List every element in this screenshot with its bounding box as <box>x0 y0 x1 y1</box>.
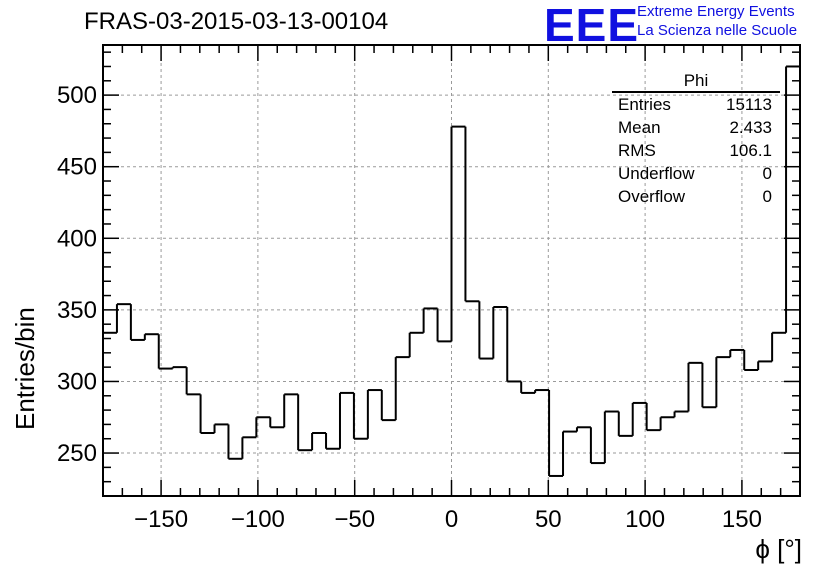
stats-label: Mean <box>618 118 661 137</box>
run-title: FRAS-03-2015-03-13-00104 <box>84 8 389 35</box>
y-tick-label: 400 <box>57 225 97 252</box>
eee-line-2: La Scienza nelle Scuole <box>637 22 798 39</box>
x-tick-label: −50 <box>334 506 375 533</box>
stats-value: 2.433 <box>729 118 772 137</box>
stats-row-overflow: Overflow 0 <box>612 185 780 208</box>
stats-box: Phi Entries 15113 Mean 2.433 RMS 106.1 U… <box>612 70 780 208</box>
stats-row-mean: Mean 2.433 <box>612 116 780 139</box>
stats-label: Underflow <box>618 164 695 183</box>
eee-project-name: Extreme Energy Events La Scienza nelle S… <box>637 2 797 40</box>
x-tick-label: −150 <box>134 506 188 533</box>
stats-value: 0 <box>762 164 772 183</box>
x-axis-label: ϕ [°] <box>755 534 802 564</box>
stats-value: 0 <box>762 187 772 206</box>
stats-row-entries: Entries 15113 <box>612 93 780 116</box>
x-tick-label: 0 <box>445 506 458 533</box>
stats-histogram-name: Phi <box>612 70 780 93</box>
y-tick-label: 300 <box>57 368 97 395</box>
stats-label: Entries <box>618 95 671 114</box>
x-tick-label: 100 <box>625 506 665 533</box>
plot-frame: 250 300 350 400 450 500 −150 −100 −50 0 50 100 150 <box>57 44 801 533</box>
stats-value: 106.1 <box>729 141 772 160</box>
y-axis-label: Entries/bin <box>10 307 40 430</box>
y-tick-label: 500 <box>57 82 97 109</box>
stats-row-underflow: Underflow 0 <box>612 162 780 185</box>
stats-label: Overflow <box>618 187 686 206</box>
eee-line-1: Extreme Energy Events <box>637 3 795 20</box>
x-tick-label: 150 <box>722 506 762 533</box>
eee-logo: EEE <box>544 0 640 51</box>
stats-value: 15113 <box>725 95 772 114</box>
histogram-series <box>103 65 800 477</box>
y-tick-label: 450 <box>57 154 97 181</box>
x-tick-label: 50 <box>535 506 562 533</box>
y-tick-label: 350 <box>57 297 97 324</box>
stats-row-rms: RMS 106.1 <box>612 139 780 162</box>
y-tick-label: 250 <box>57 440 97 467</box>
y-axis-label-container: Entries/bin <box>6 250 40 430</box>
x-tick-label: −100 <box>231 506 285 533</box>
stats-label: RMS <box>618 141 656 160</box>
